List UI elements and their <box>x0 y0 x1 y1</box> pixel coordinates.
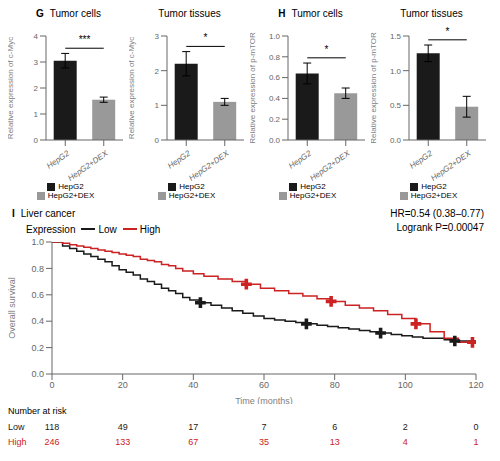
html-text:HR=0.54 (0.38–0.77): HR=0.54 (0.38–0.77) <box>390 208 484 219</box>
html-text:49: 49 <box>117 422 128 432</box>
svg-text:HepG2: HepG2 <box>408 149 434 171</box>
svg-text:0: 0 <box>34 136 39 145</box>
svg-text:0: 0 <box>155 136 160 145</box>
html-text:HepG2: HepG2 <box>179 182 205 191</box>
svg-text:*: * <box>446 26 450 37</box>
svg-text:HepG2: HepG2 <box>166 149 192 171</box>
svg-text:***: *** <box>79 34 91 45</box>
svg-text:HepG2+DEX: HepG2+DEX <box>308 148 352 182</box>
svg-text:1: 1 <box>155 101 160 110</box>
svg-text:0.0: 0.0 <box>31 369 44 379</box>
svg-text:120: 120 <box>468 380 483 390</box>
svg-text:Relative expression of c-Myc: Relative expression of c-Myc <box>129 37 136 139</box>
svg-text:Relative expression of p-mTOR: Relative expression of p-mTOR <box>250 32 257 144</box>
html-text:HepG2+DEX: HepG2+DEX <box>47 191 95 200</box>
svg-text:2: 2 <box>34 84 39 93</box>
svg-text:Relative expression of c-Myc: Relative expression of c-Myc <box>8 37 15 139</box>
html-text:Low: Low <box>98 223 117 235</box>
html-text:246: 246 <box>44 437 60 447</box>
html-text:17: 17 <box>188 422 199 432</box>
svg-text:1: 1 <box>34 110 39 119</box>
html-text:4: 4 <box>402 437 408 447</box>
svg-text:20: 20 <box>118 380 128 390</box>
svg-text:*: * <box>204 32 208 43</box>
html-text:6: 6 <box>332 422 338 432</box>
svg-text:0.2: 0.2 <box>269 115 281 124</box>
svg-text:HepG2+DEX: HepG2+DEX <box>66 148 110 182</box>
html-text:Tumor tissues: Tumor tissues <box>158 8 221 19</box>
html-text:67: 67 <box>188 437 199 447</box>
html-text:G: G <box>36 8 44 19</box>
svg-text:Relative expression of p-mTOR: Relative expression of p-mTOR <box>371 32 378 144</box>
svg-text:0.2: 0.2 <box>31 343 44 353</box>
html-text:Low: Low <box>8 422 25 432</box>
html-text:Expression: Expression <box>26 223 76 235</box>
html-text:2: 2 <box>402 422 408 432</box>
svg-text:1.0: 1.0 <box>269 32 281 41</box>
html-text:Tumor tissues: Tumor tissues <box>400 8 463 19</box>
svg-text:0.8: 0.8 <box>269 53 281 62</box>
svg-text:HepG2+DEX: HepG2+DEX <box>187 148 231 182</box>
svg-text:0.5: 0.5 <box>390 101 402 110</box>
html-text:Logrank P=0.00047: Logrank P=0.00047 <box>396 222 484 233</box>
svg-text:0: 0 <box>49 380 54 390</box>
svg-text:2: 2 <box>155 67 160 76</box>
svg-text:3: 3 <box>34 58 39 67</box>
html-text:H: H <box>278 8 286 19</box>
html-text:0: 0 <box>473 422 479 432</box>
svg-text:0.6: 0.6 <box>31 290 44 300</box>
html-text:High: High <box>8 437 27 447</box>
svg-text:0.0: 0.0 <box>390 136 402 145</box>
html-text:HepG2: HepG2 <box>58 182 84 191</box>
svg-text:HepG2: HepG2 <box>45 149 71 171</box>
svg-text:0.0: 0.0 <box>269 136 281 145</box>
html-text:High: High <box>139 223 161 235</box>
html-text:HepG2+DEX: HepG2+DEX <box>410 191 458 200</box>
svg-text:0.8: 0.8 <box>31 264 44 274</box>
svg-text:1.0: 1.0 <box>31 237 44 247</box>
html-text:HepG2+DEX: HepG2+DEX <box>289 191 337 200</box>
html-text:Number at risk: Number at risk <box>8 406 67 416</box>
html-text:HepG2: HepG2 <box>421 182 447 191</box>
svg-text:HepG2: HepG2 <box>287 149 313 171</box>
svg-text:Overall survival: Overall survival <box>8 277 17 339</box>
svg-text:40: 40 <box>188 380 198 390</box>
html-text:HepG2: HepG2 <box>300 182 326 191</box>
svg-text:*: * <box>325 44 329 55</box>
svg-text:80: 80 <box>330 380 340 390</box>
svg-text:1.0: 1.0 <box>390 67 402 76</box>
svg-text:Time (months): Time (months) <box>235 396 293 404</box>
html-text:35: 35 <box>259 437 269 447</box>
svg-text:HepG2+DEX: HepG2+DEX <box>429 148 473 182</box>
html-text:118: 118 <box>44 422 60 432</box>
svg-text:1.5: 1.5 <box>390 32 402 41</box>
html-text:Tumor cells: Tumor cells <box>291 8 343 19</box>
svg-text:100: 100 <box>398 380 413 390</box>
html-text:7: 7 <box>261 422 267 432</box>
svg-text:0.4: 0.4 <box>31 316 44 326</box>
html-text:I: I <box>12 208 15 219</box>
svg-text:0.4: 0.4 <box>269 94 281 103</box>
html-text:Tumor cells: Tumor cells <box>49 8 101 19</box>
svg-text:60: 60 <box>259 380 269 390</box>
svg-text:3: 3 <box>155 32 160 41</box>
html-text:133: 133 <box>115 437 131 447</box>
html-text:HepG2+DEX: HepG2+DEX <box>168 191 216 200</box>
html-text:1: 1 <box>473 437 479 447</box>
html-text:Liver cancer: Liver cancer <box>20 208 76 219</box>
svg-text:0.6: 0.6 <box>269 73 281 82</box>
svg-text:4: 4 <box>34 32 39 41</box>
html-text:13: 13 <box>329 437 340 447</box>
